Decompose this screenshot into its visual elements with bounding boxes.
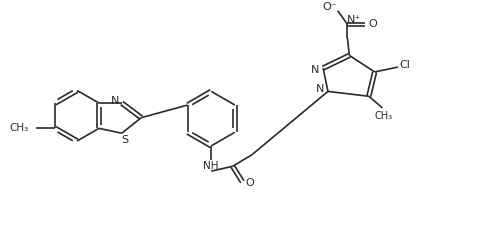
Text: Cl: Cl	[399, 60, 410, 70]
Text: N: N	[316, 84, 324, 94]
Text: N⁺: N⁺	[347, 15, 362, 25]
Text: CH₃: CH₃	[10, 123, 29, 133]
Text: O: O	[246, 178, 255, 188]
Text: CH₃: CH₃	[374, 111, 393, 121]
Text: N: N	[111, 96, 119, 106]
Text: O: O	[368, 19, 377, 29]
Text: NH: NH	[203, 161, 218, 171]
Text: N: N	[311, 65, 319, 75]
Text: O⁻: O⁻	[323, 2, 337, 12]
Text: S: S	[121, 135, 128, 145]
